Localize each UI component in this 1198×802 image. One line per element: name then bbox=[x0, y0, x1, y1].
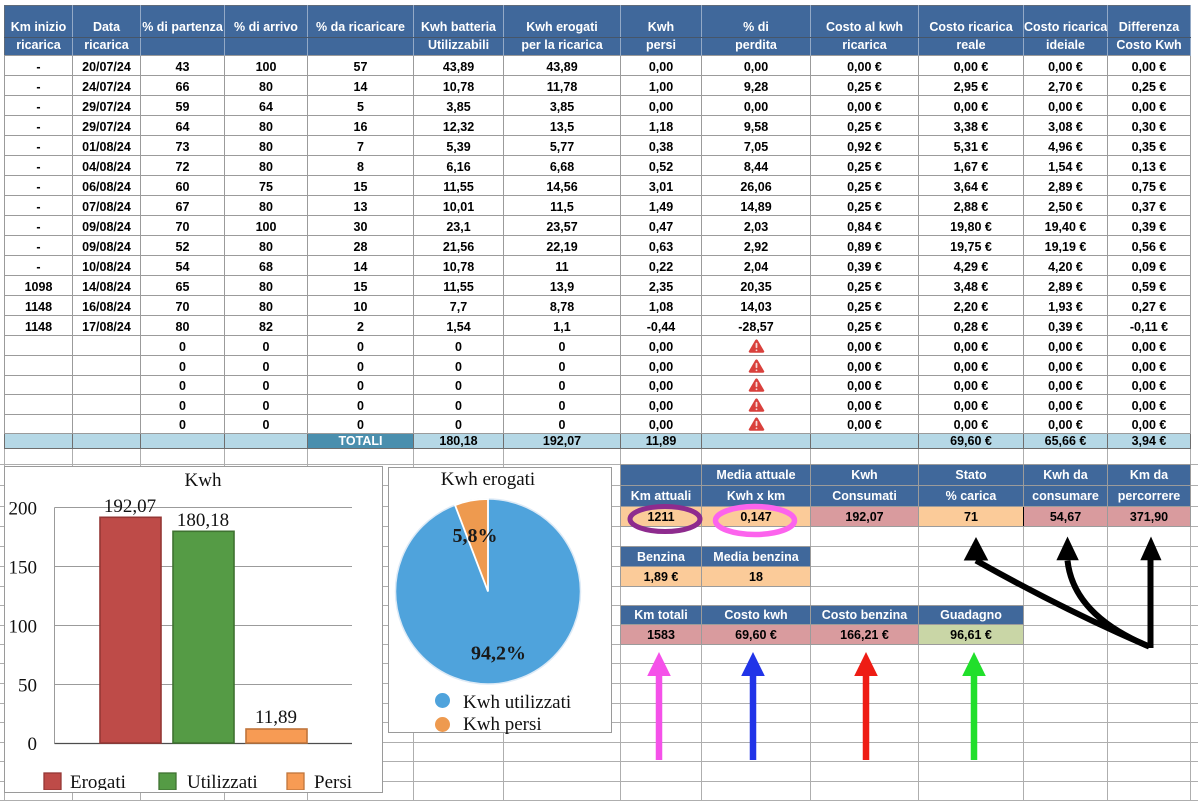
svg-text:5,8%: 5,8% bbox=[453, 525, 498, 547]
svg-text:200: 200 bbox=[9, 499, 38, 520]
svg-text:Erogati: Erogati bbox=[70, 772, 126, 790]
svg-text:Persi: Persi bbox=[314, 772, 352, 790]
svg-text:Utilizzati: Utilizzati bbox=[187, 772, 258, 790]
svg-text:100: 100 bbox=[9, 617, 38, 638]
svg-text:Kwh persi: Kwh persi bbox=[463, 714, 542, 735]
svg-text:11,89: 11,89 bbox=[255, 707, 297, 728]
svg-text:192,07: 192,07 bbox=[104, 496, 156, 517]
svg-text:50: 50 bbox=[18, 676, 37, 697]
svg-text:Kwh: Kwh bbox=[185, 470, 222, 491]
svg-text:180,18: 180,18 bbox=[177, 510, 229, 531]
svg-text:Kwh erogati: Kwh erogati bbox=[441, 469, 535, 490]
svg-text:150: 150 bbox=[9, 558, 38, 579]
svg-text:0: 0 bbox=[28, 734, 38, 755]
svg-text:Kwh utilizzati: Kwh utilizzati bbox=[463, 692, 571, 713]
svg-text:94,2%: 94,2% bbox=[471, 643, 526, 665]
